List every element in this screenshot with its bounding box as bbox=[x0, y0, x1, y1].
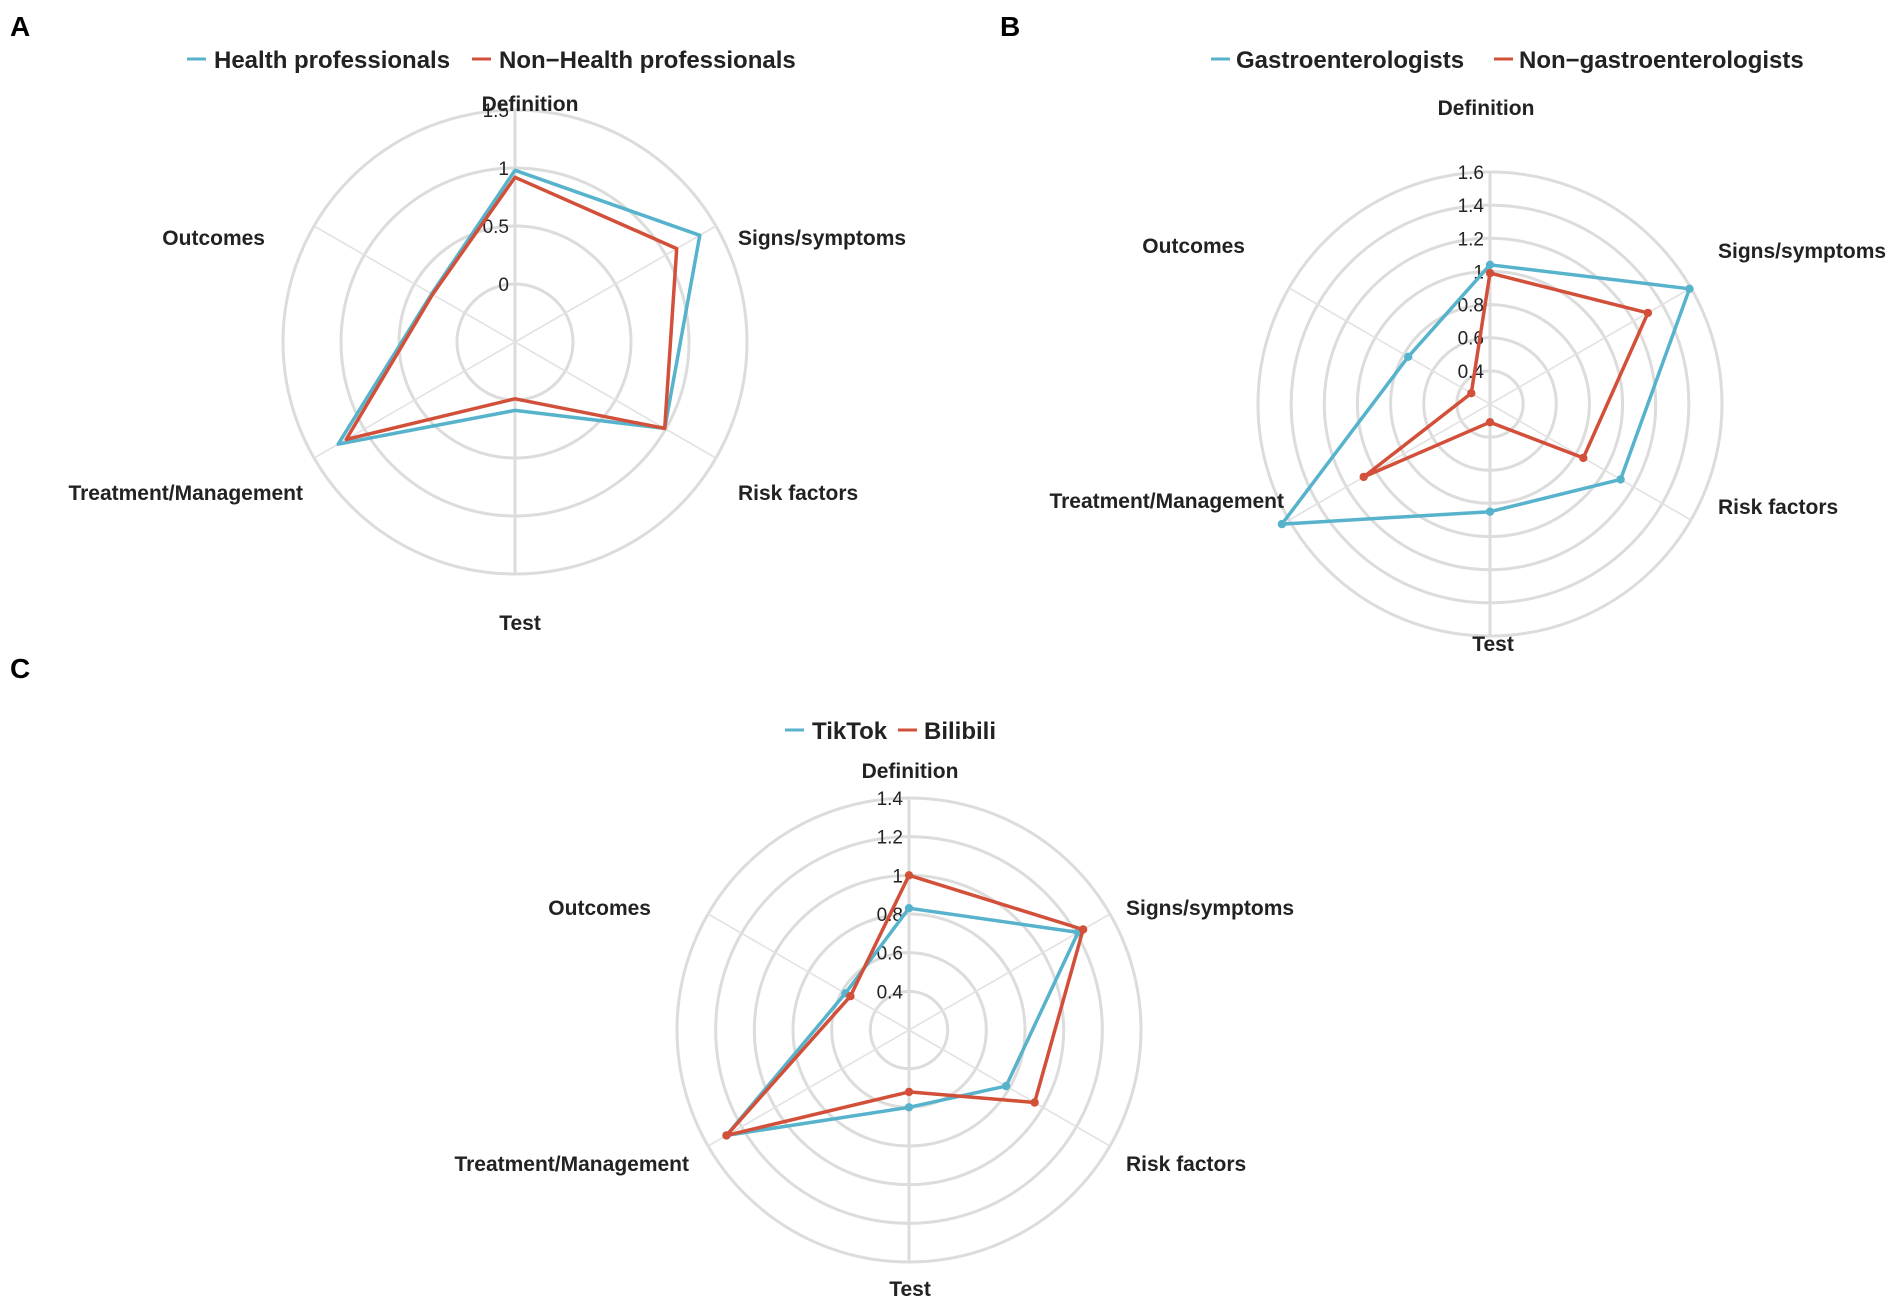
series-2-point bbox=[1579, 453, 1588, 463]
series-2-point bbox=[722, 1131, 731, 1140]
legend: Gastroenterologists Non−gastroenterologi… bbox=[1211, 47, 1804, 74]
series-2-point bbox=[1359, 472, 1368, 482]
series-1-point bbox=[1485, 260, 1495, 269]
grid-spoke bbox=[514, 341, 717, 459]
legend-label-series-2: Bilibili bbox=[924, 718, 996, 745]
legend: Health professionals Non−Health professi… bbox=[187, 47, 796, 74]
tick-label: 1.4 bbox=[1458, 196, 1485, 217]
axis-label-outcomes: Outcomes bbox=[162, 227, 265, 250]
tick-label: 1 bbox=[1473, 262, 1484, 283]
axis-label-definition: Definition bbox=[482, 93, 579, 116]
axis-label-treatment-management: Treatment/Management bbox=[68, 482, 303, 505]
tick-label: 1.5 bbox=[483, 101, 509, 122]
series-2-point bbox=[1078, 925, 1088, 934]
grid-spoke bbox=[707, 913, 910, 1031]
legend: TikTok Bilibili bbox=[785, 718, 996, 745]
axis-label-outcomes: Outcomes bbox=[548, 897, 651, 920]
legend-label-series-1: Health professionals bbox=[214, 47, 450, 74]
axis-label-risk-factors: Risk factors bbox=[738, 482, 858, 505]
tick-label: 1.2 bbox=[877, 828, 903, 849]
axis-label-risk-factors: Risk factors bbox=[1718, 496, 1838, 519]
legend-label-series-2: Non−gastroenterologists bbox=[1519, 47, 1804, 74]
tick-label: 1.4 bbox=[877, 789, 904, 810]
tick-label: 0.8 bbox=[1458, 296, 1484, 317]
grid-spoke bbox=[313, 225, 516, 343]
axis-label-definition: Definition bbox=[1438, 97, 1535, 120]
series-2-point bbox=[1485, 268, 1495, 278]
grid-spoke bbox=[1288, 403, 1491, 521]
series-1-point bbox=[904, 904, 914, 913]
panel-b: B Gastroenterologists Non−gastroenterolo… bbox=[1000, 11, 1886, 656]
panel-c: C TikTok Bilibili Definition Signs/sympt… bbox=[10, 653, 1294, 1301]
tick-label: 1 bbox=[498, 159, 509, 180]
series-1-point bbox=[1485, 507, 1495, 516]
grid-spoke bbox=[514, 225, 717, 343]
grid-spoke bbox=[707, 1029, 910, 1147]
tick-label: 0 bbox=[498, 275, 509, 296]
series-1-point bbox=[1685, 284, 1694, 293]
tick-label: 0.5 bbox=[483, 217, 509, 238]
axis-label-outcomes: Outcomes bbox=[1142, 235, 1245, 258]
axis-label-test: Test bbox=[499, 612, 541, 635]
axis-label-treatment-management: Treatment/Management bbox=[454, 1153, 689, 1176]
series-1-point bbox=[1616, 475, 1625, 484]
axis-label-signs-symptoms: Signs/symptoms bbox=[738, 227, 906, 250]
series-2-point bbox=[1485, 418, 1495, 427]
series-2-point bbox=[1643, 308, 1653, 318]
tick-label: 0.4 bbox=[877, 982, 904, 1003]
series-1-point bbox=[1404, 352, 1413, 361]
axis-label-treatment-management: Treatment/Management bbox=[1049, 490, 1284, 513]
series-2-point bbox=[904, 871, 914, 880]
series-1-point bbox=[1001, 1081, 1011, 1091]
grid-spoke bbox=[1489, 287, 1692, 405]
series-2-point bbox=[1030, 1098, 1039, 1107]
axis-label-definition: Definition bbox=[862, 760, 959, 783]
tick-label: 1.6 bbox=[1458, 163, 1484, 184]
panel-a: A Health professionals Non−Health profes… bbox=[10, 11, 906, 635]
legend-label-series-2: Non−Health professionals bbox=[499, 47, 796, 74]
tick-label: 0.4 bbox=[1458, 362, 1485, 383]
axis-label-risk-factors: Risk factors bbox=[1126, 1153, 1246, 1176]
series-2-line bbox=[344, 175, 679, 442]
series-2-point bbox=[1467, 389, 1476, 398]
legend-label-series-1: Gastroenterologists bbox=[1236, 47, 1464, 74]
panel-letter: B bbox=[1000, 11, 1020, 42]
grid-spoke bbox=[1288, 287, 1491, 405]
series-2-point bbox=[904, 1087, 914, 1097]
series-1-point bbox=[1277, 519, 1287, 529]
panel-letter: A bbox=[10, 11, 30, 42]
axis-label-signs-symptoms: Signs/symptoms bbox=[1718, 240, 1886, 263]
axis-label-test: Test bbox=[1472, 633, 1514, 656]
grid-spoke bbox=[1489, 403, 1692, 521]
series-2-point bbox=[846, 992, 855, 1001]
panel-letter: C bbox=[10, 653, 30, 684]
tick-label: 0.6 bbox=[877, 944, 903, 965]
tick-label: 1 bbox=[892, 866, 903, 887]
tick-label: 1.2 bbox=[1458, 229, 1484, 250]
axis-label-test: Test bbox=[889, 1278, 931, 1301]
axis-label-signs-symptoms: Signs/symptoms bbox=[1126, 897, 1294, 920]
legend-label-series-1: TikTok bbox=[812, 718, 888, 745]
series-1-point bbox=[904, 1103, 914, 1112]
